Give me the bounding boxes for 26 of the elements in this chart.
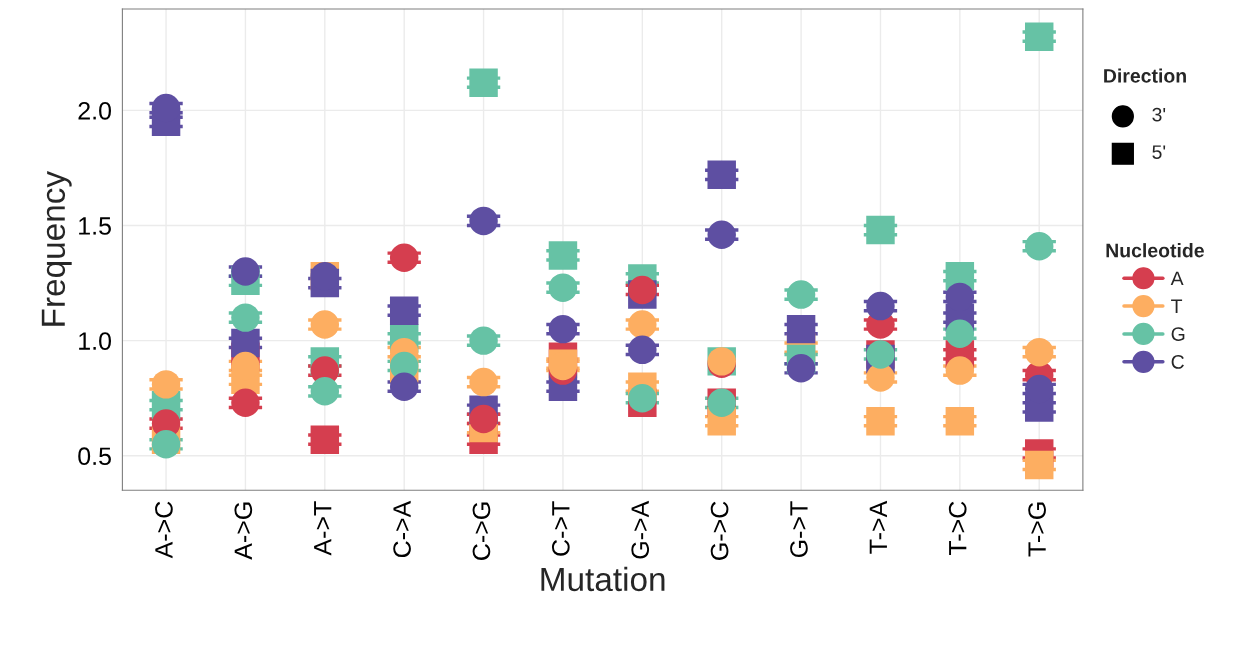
legend-label: C	[1171, 355, 1184, 369]
x-tick-label: C->T	[551, 501, 570, 556]
text: 5'	[1152, 145, 1166, 159]
y-axis-title: Frequency	[41, 170, 72, 326]
x-tick-label: G->A	[631, 500, 650, 559]
x-tick-label: C->A	[393, 500, 411, 558]
x-tick-label: A->G	[234, 502, 253, 560]
x-axis-title: Mutation	[541, 566, 665, 592]
x-tick-label: T->A	[869, 500, 887, 554]
text: 3'	[1152, 107, 1166, 122]
legend-label: A	[1170, 271, 1184, 286]
x-tick-label: A->T	[314, 501, 332, 556]
x-tick-label: T->C	[948, 501, 967, 556]
x-tick-label: C->G	[472, 502, 491, 560]
legend-label: G	[1171, 327, 1185, 341]
x-tick-label: T->G	[1028, 502, 1046, 557]
y-tick-label: 2.0	[78, 101, 112, 120]
y-tick-label: 1.0	[79, 332, 112, 350]
text: Direction	[1104, 68, 1186, 83]
x-tick-label: G->C	[710, 501, 729, 560]
legend-title: Nucleotide	[1106, 243, 1204, 258]
x-tick-label: G->T	[790, 501, 808, 558]
y-tick-label: 1.5	[79, 217, 111, 235]
x-tick-label: A->C	[155, 501, 173, 559]
legend-label: T	[1171, 299, 1183, 313]
y-tick-label: 0.5	[78, 447, 111, 466]
